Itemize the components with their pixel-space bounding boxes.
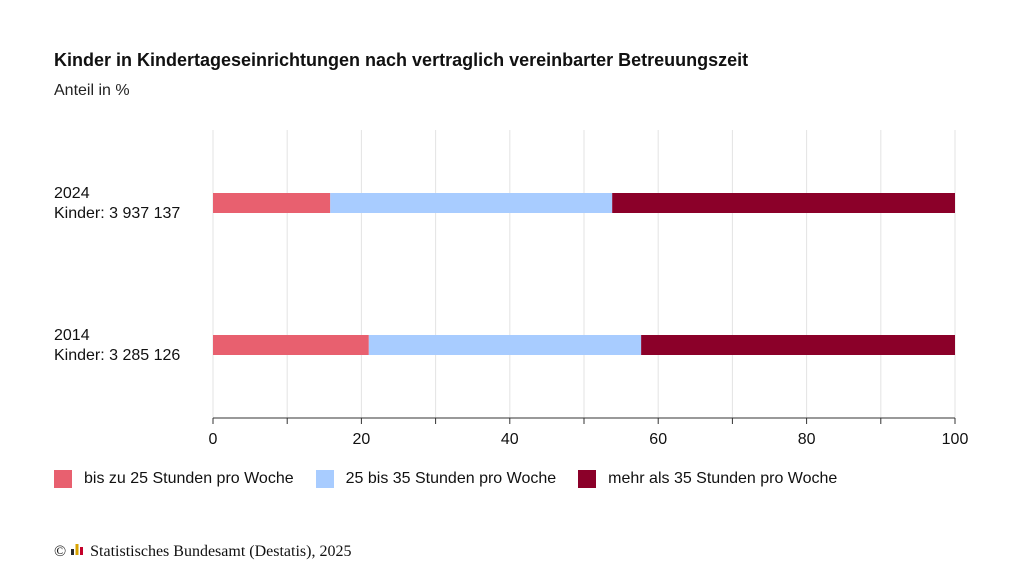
x-tick-label: 20 <box>353 431 371 448</box>
category-label: 2024 Kinder: 3 937 137 <box>54 184 180 224</box>
legend-item: 25 bis 35 Stunden pro Woche <box>315 470 557 488</box>
chart-subtitle: Anteil in % <box>54 82 130 99</box>
bar-segment <box>641 335 955 355</box>
copyright-symbol: © <box>54 542 67 560</box>
legend: bis zu 25 Stunden pro Woche 25 bis 35 Stu… <box>54 470 859 488</box>
category-label: 2014 Kinder: 3 285 126 <box>54 326 180 366</box>
legend-swatch <box>315 470 334 488</box>
legend-swatch <box>54 470 72 488</box>
legend-swatch <box>578 470 597 488</box>
legend-label: 25 bis 35 Stunden pro Woche <box>345 470 557 487</box>
footer: © Statistisches Bundesamt (Destatis), 20… <box>54 542 351 561</box>
bar-segment <box>368 335 642 355</box>
category-label-count: Kinder: 3 285 126 <box>54 347 181 364</box>
x-tick-label: 60 <box>649 431 667 448</box>
legend-item: bis zu 25 Stunden pro Woche <box>54 470 294 488</box>
bar-segment <box>213 335 369 355</box>
chart-title: Kinder in Kindertageseinrichtungen nach … <box>54 50 749 70</box>
bar-segment <box>612 193 955 213</box>
category-label-year: 2024 <box>54 185 90 202</box>
legend-label: mehr als 35 Stunden pro Woche <box>608 470 838 487</box>
bar-segment <box>330 193 613 213</box>
legend-item: mehr als 35 Stunden pro Woche <box>578 470 837 488</box>
legend-label: bis zu 25 Stunden pro Woche <box>84 470 294 487</box>
category-label-count: Kinder: 3 937 137 <box>54 205 181 222</box>
x-tick-label: 80 <box>798 431 816 448</box>
destatis-logo-icon <box>70 542 84 561</box>
x-tick-label: 0 <box>209 431 218 448</box>
x-tick-label: 100 <box>942 431 969 448</box>
x-tick-label: 40 <box>501 431 519 448</box>
source-text: Statistisches Bundesamt (Destatis), 2025 <box>90 542 352 560</box>
bar-segment <box>213 193 331 213</box>
category-label-year: 2014 <box>54 327 90 344</box>
